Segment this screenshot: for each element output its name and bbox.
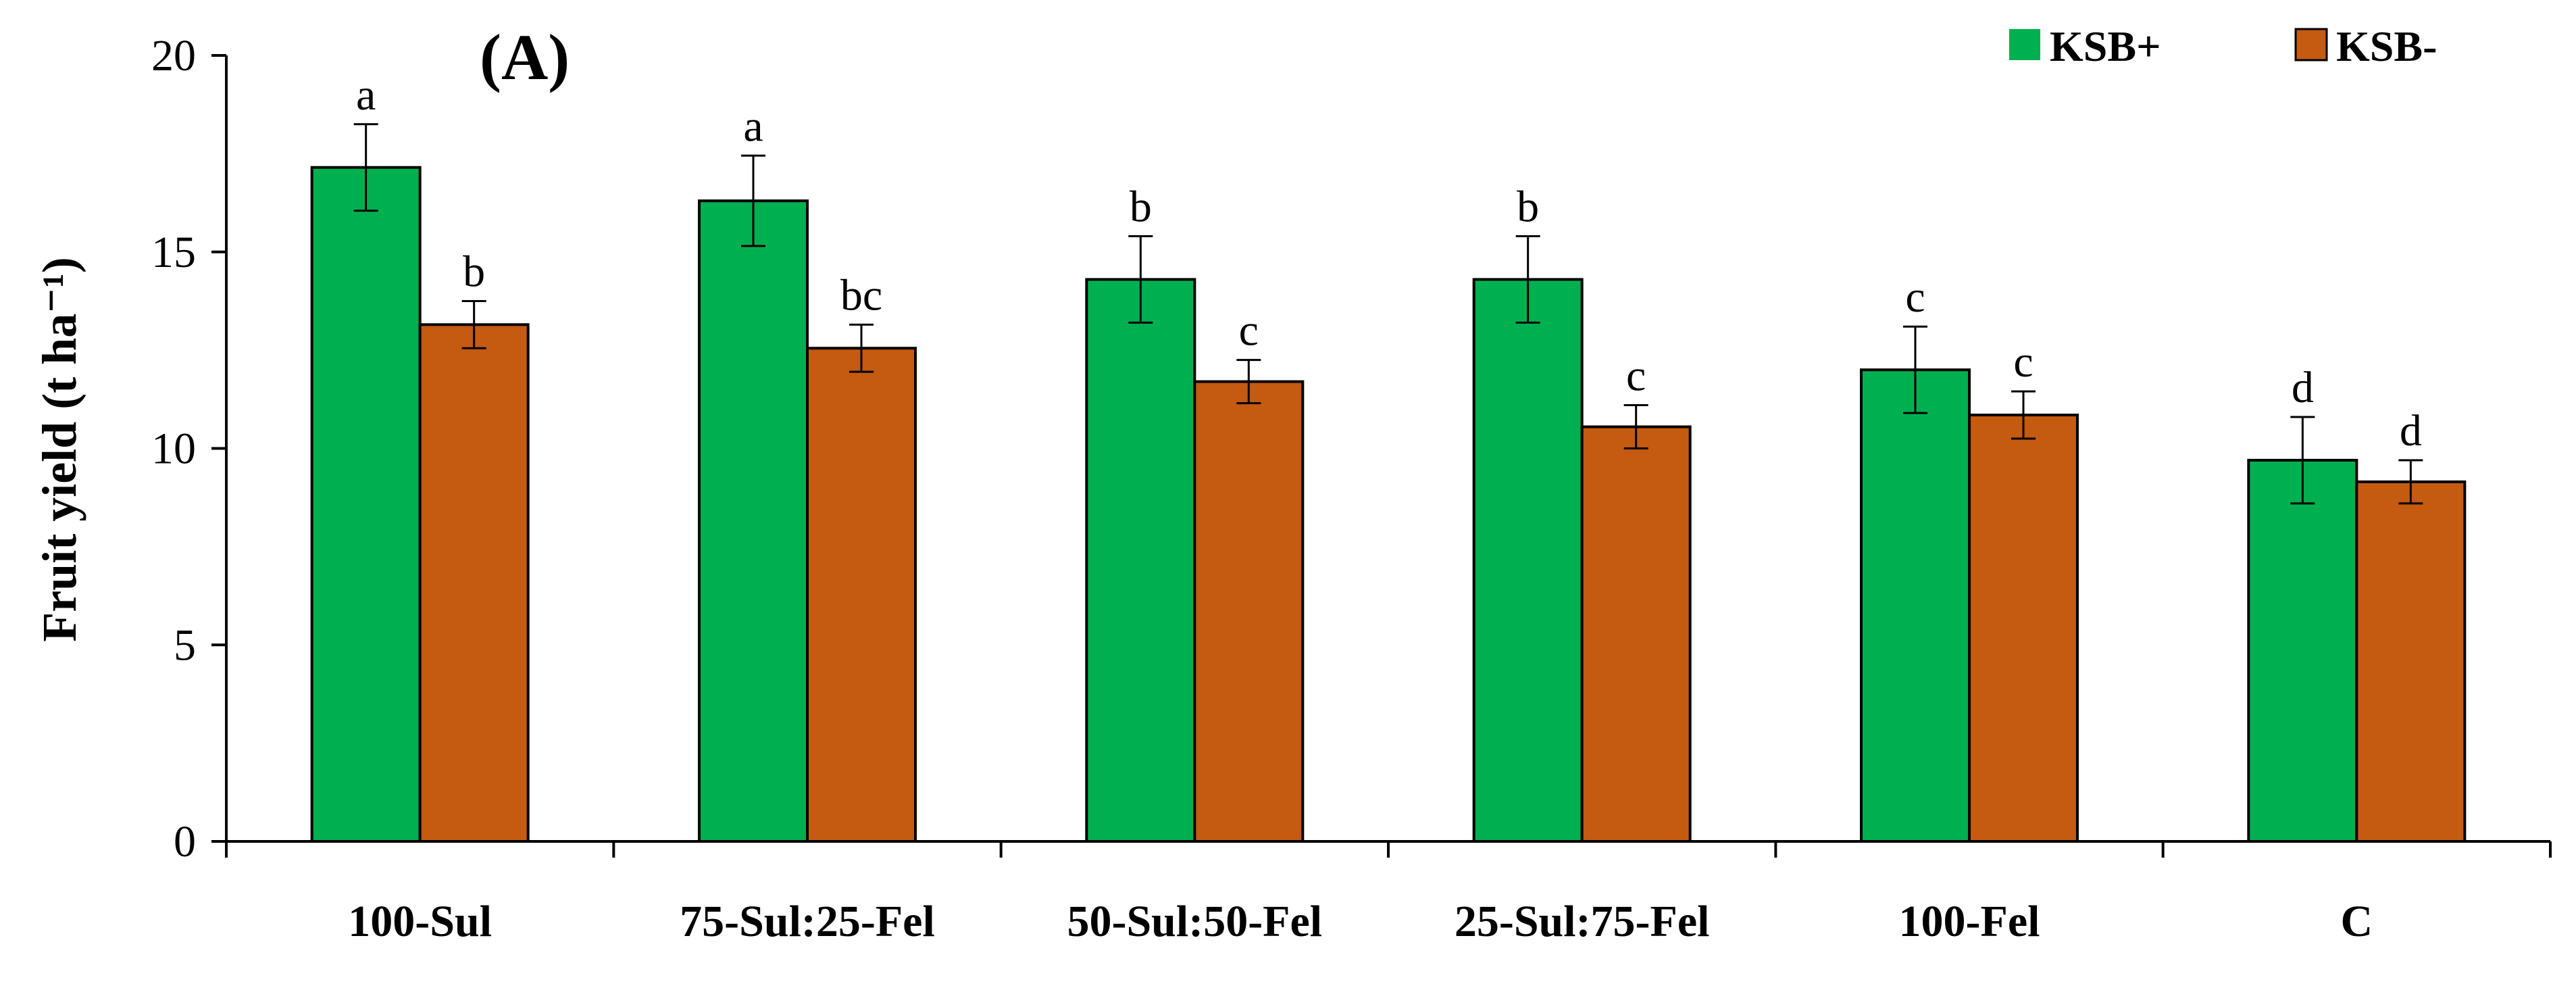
- error-bar-ksb-minus-1: [849, 323, 874, 373]
- error-bar-ksb-minus-3: [1623, 404, 1648, 449]
- legend: KSB+ KSB-: [2009, 22, 2437, 70]
- legend-swatch-ksb-minus: [2294, 28, 2328, 62]
- significance-letter-ksb-plus-0: a: [356, 70, 376, 120]
- y-tick-label-1: 5: [174, 620, 196, 670]
- bar-ksb-plus-4: [1860, 368, 1971, 843]
- error-bar-ksb-plus-2: [1128, 235, 1153, 324]
- significance-letter-ksb-plus-5: d: [2292, 363, 2314, 412]
- x-tick-label-3: 25-Sul:75-Fel: [1455, 897, 1710, 946]
- significance-letter-ksb-minus-5: d: [2400, 406, 2422, 456]
- significance-letter-ksb-minus-0: b: [463, 247, 485, 296]
- y-axis-title: Fruit yield (t ha⁻¹): [32, 257, 86, 642]
- y-tick-label-2: 10: [151, 424, 196, 474]
- x-tick-label-0: 100-Sul: [348, 897, 492, 946]
- bar-ksb-plus-1: [698, 199, 809, 843]
- error-bar-ksb-plus-4: [1903, 325, 1927, 414]
- x-tick-label-5: C: [2340, 897, 2373, 946]
- significance-letter-ksb-minus-2: c: [1239, 306, 1259, 355]
- bars-layer: [310, 166, 2467, 843]
- y-tick-label-0: 0: [174, 817, 196, 866]
- error-bar-ksb-minus-5: [2398, 459, 2423, 505]
- x-tick-label-2: 50-Sul:50-Fel: [1067, 897, 1323, 946]
- error-bars-layer: [353, 123, 2423, 505]
- bar-ksb-minus-0: [418, 323, 530, 843]
- significance-letter-ksb-plus-2: b: [1130, 182, 1152, 231]
- error-bar-ksb-minus-0: [461, 299, 486, 349]
- bar-ksb-minus-5: [2355, 480, 2467, 843]
- y-tick-label-3: 15: [151, 228, 196, 277]
- significance-letter-ksb-plus-1: a: [743, 101, 763, 151]
- bar-ksb-minus-2: [1193, 380, 1305, 843]
- significance-letter-ksb-plus-3: b: [1517, 182, 1539, 231]
- bar-ksb-minus-3: [1580, 425, 1692, 843]
- axes-layer: 100-Sul 75-Sul:25-Fel 50-Sul:50-Fel 25-Sul:…: [151, 31, 2552, 946]
- error-bar-ksb-plus-1: [741, 154, 765, 247]
- y-tick-label-4: 20: [151, 31, 196, 80]
- legend-swatch-ksb-plus: [2009, 29, 2040, 60]
- significance-letter-ksb-minus-4: c: [2013, 337, 2033, 387]
- error-bar-ksb-minus-4: [2011, 390, 2036, 440]
- bar-ksb-plus-5: [2247, 458, 2358, 843]
- x-tick-label-4: 100-Fel: [1899, 897, 2040, 946]
- legend-label-ksb-plus: KSB+: [2050, 22, 2161, 70]
- legend-label-ksb-minus: KSB-: [2336, 22, 2437, 70]
- error-bar-ksb-minus-2: [1236, 359, 1261, 405]
- x-tick-label-1: 75-Sul:25-Fel: [680, 897, 935, 946]
- significance-letter-ksb-minus-1: bc: [840, 270, 882, 320]
- error-bar-ksb-plus-3: [1515, 235, 1540, 324]
- bar-ksb-plus-3: [1472, 278, 1584, 843]
- bar-ksb-plus-2: [1085, 278, 1196, 843]
- significance-letter-ksb-minus-3: c: [1626, 351, 1646, 401]
- error-bar-ksb-plus-5: [2290, 416, 2315, 505]
- error-bar-ksb-plus-0: [353, 123, 378, 212]
- bar-ksb-plus-0: [310, 166, 422, 843]
- bar-ksb-minus-4: [1968, 414, 2079, 843]
- bar-ksb-minus-1: [806, 347, 917, 843]
- significance-letter-ksb-plus-4: c: [1905, 272, 1925, 322]
- panel-label: (A): [480, 21, 570, 93]
